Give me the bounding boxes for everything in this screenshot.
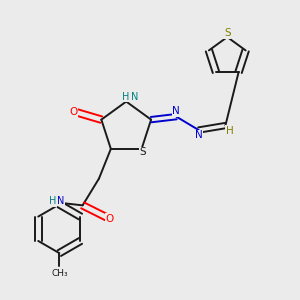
Text: CH₃: CH₃ [51,268,68,278]
Text: O: O [106,214,114,224]
Text: N: N [172,106,180,116]
Text: N: N [195,130,203,140]
Text: N: N [131,92,138,101]
Text: H: H [49,196,56,206]
Text: H: H [122,92,129,101]
Text: O: O [69,107,77,117]
Text: S: S [140,147,146,158]
Text: N: N [57,196,64,206]
Text: H: H [226,126,234,136]
Text: S: S [224,28,231,38]
